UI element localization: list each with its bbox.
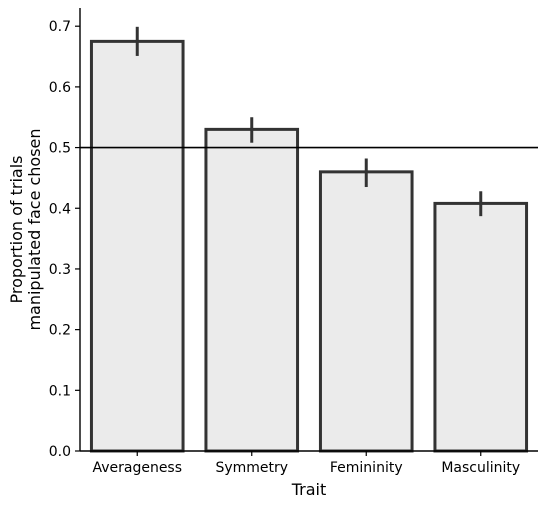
y-tick-label-4: 0.4 (49, 201, 71, 217)
y-tick-label-6: 0.6 (49, 80, 71, 96)
bars-group (89, 39, 529, 453)
y-axis-title-line-1: Proportion of trials (7, 155, 26, 303)
y-tick-label-5: 0.5 (49, 141, 71, 157)
bar-masculinity (433, 201, 529, 453)
y-tick-label-1: 0.1 (49, 383, 71, 399)
y-tick-label-7: 0.7 (49, 19, 71, 35)
bar-symmetry (204, 127, 300, 453)
x-tick-label-averageness: Averageness (92, 460, 182, 476)
y-tick-label-0: 0.0 (49, 444, 71, 460)
bar-averageness (89, 39, 185, 453)
y-ticks-group: 0.0 0.1 0.2 0.3 0.4 0.5 0.6 0.7 (49, 19, 80, 460)
error-bars-group (135, 26, 483, 217)
x-tick-label-masculinity: Masculinity (441, 460, 520, 476)
x-ticks-group: Averageness Symmetry Femininity Masculinity (92, 451, 520, 476)
bar-femininity (318, 170, 414, 453)
x-tick-label-femininity: Femininity (330, 460, 403, 476)
x-axis-title: Trait (291, 480, 327, 499)
y-axis-title-line-2: manipulated face chosen (25, 128, 44, 330)
x-tick-label-symmetry: Symmetry (215, 460, 288, 476)
y-tick-label-3: 0.3 (49, 262, 71, 278)
y-tick-label-2: 0.2 (49, 323, 71, 339)
